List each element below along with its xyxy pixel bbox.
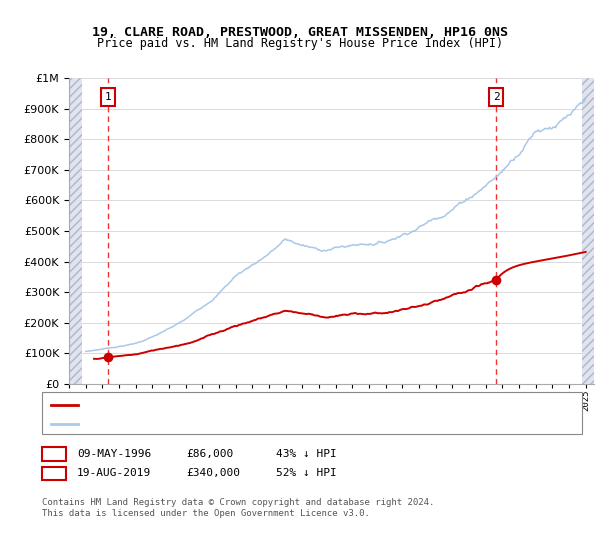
Text: 19-AUG-2019: 19-AUG-2019 [77,468,151,478]
Text: 1: 1 [105,92,112,102]
Text: 19, CLARE ROAD, PRESTWOOD, GREAT MISSENDEN, HP16 0NS: 19, CLARE ROAD, PRESTWOOD, GREAT MISSEND… [92,26,508,39]
Text: Price paid vs. HM Land Registry's House Price Index (HPI): Price paid vs. HM Land Registry's House … [97,37,503,50]
Text: 2: 2 [493,92,500,102]
Text: 52% ↓ HPI: 52% ↓ HPI [276,468,337,478]
Text: £86,000: £86,000 [186,449,233,459]
Text: 19, CLARE ROAD, PRESTWOOD, GREAT MISSENDEN, HP16 0NS (detached house): 19, CLARE ROAD, PRESTWOOD, GREAT MISSEND… [83,400,488,409]
Text: £340,000: £340,000 [186,468,240,478]
Text: 2: 2 [50,468,58,478]
Text: HPI: Average price, detached house, Buckinghamshire: HPI: Average price, detached house, Buck… [83,418,382,428]
Text: 09-MAY-1996: 09-MAY-1996 [77,449,151,459]
Text: Contains HM Land Registry data © Crown copyright and database right 2024.
This d: Contains HM Land Registry data © Crown c… [42,498,434,518]
Text: 43% ↓ HPI: 43% ↓ HPI [276,449,337,459]
Text: 1: 1 [50,449,58,459]
